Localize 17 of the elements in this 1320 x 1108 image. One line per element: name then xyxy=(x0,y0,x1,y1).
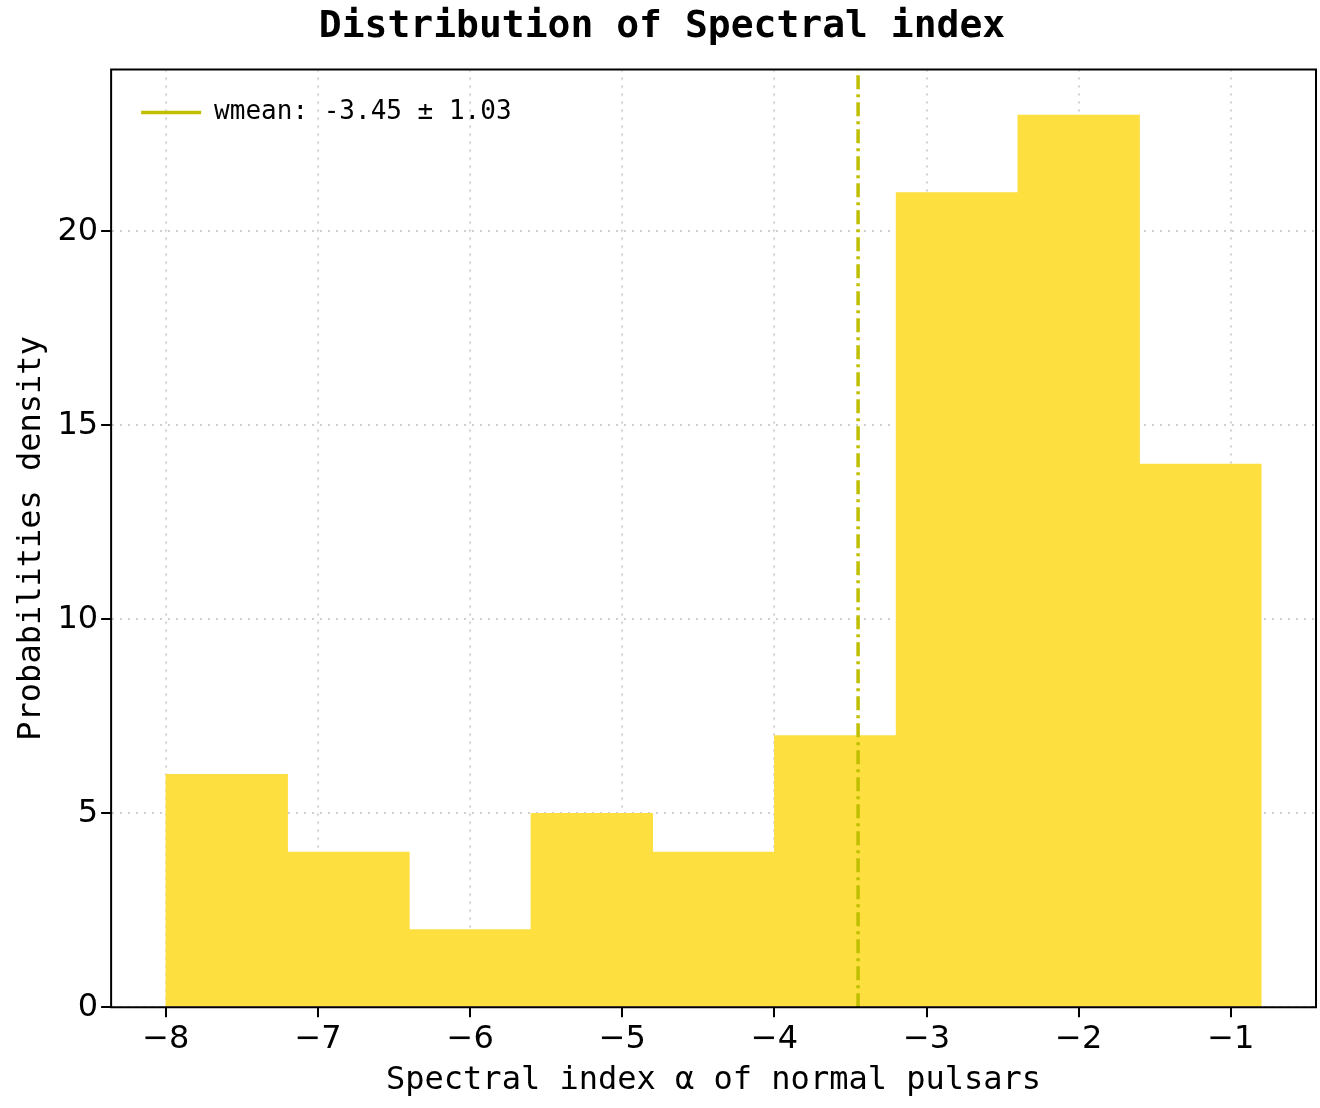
x-tick-label: −8 xyxy=(142,1017,190,1056)
x-tick-label: −1 xyxy=(1207,1017,1255,1056)
y-tick-label: 5 xyxy=(77,791,99,830)
x-tick-label: −6 xyxy=(446,1017,494,1056)
legend-label: wmean: -3.45 ± 1.03 xyxy=(214,95,512,126)
y-tick-label: 15 xyxy=(57,403,99,442)
y-axis-title: Probabilities density xyxy=(9,336,48,741)
x-tick-label: −3 xyxy=(902,1017,951,1056)
y-tick-label: 10 xyxy=(57,597,99,636)
x-tick-label: −4 xyxy=(750,1017,798,1056)
chart-title: Distribution of Spectral index xyxy=(318,1,1006,46)
y-tick-label: 20 xyxy=(57,209,99,248)
x-tick-label: −2 xyxy=(1055,1017,1103,1056)
y-tick-label: 0 xyxy=(77,985,99,1024)
x-tick-label: −7 xyxy=(294,1017,342,1056)
x-axis-title: Spectral index α of normal pulsars xyxy=(386,1059,1042,1098)
x-tick-label: −5 xyxy=(598,1017,646,1056)
